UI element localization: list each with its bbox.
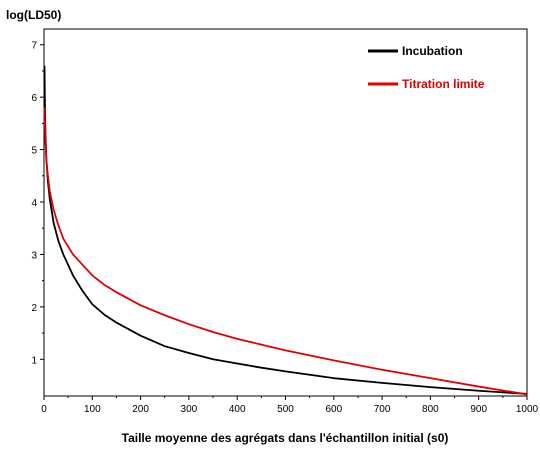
y-tick-label: 5 bbox=[31, 146, 37, 157]
x-tick-label: 800 bbox=[422, 404, 439, 415]
y-tick-label: 6 bbox=[31, 93, 37, 104]
y-tick-label: 1 bbox=[31, 355, 37, 366]
series-line-1 bbox=[43, 107, 528, 396]
x-tick-label: 300 bbox=[181, 404, 198, 415]
y-tick-label: 3 bbox=[31, 250, 37, 261]
legend-label-0: Incubation bbox=[402, 44, 463, 58]
x-tick-label: 700 bbox=[374, 404, 391, 415]
x-tick-label: 400 bbox=[229, 404, 246, 415]
series-line-0 bbox=[43, 65, 528, 395]
x-tick-label: 500 bbox=[277, 404, 294, 415]
x-axis-label: Taille moyenne des agrégats dans l'échan… bbox=[122, 431, 449, 445]
legend: Incubation Titration limite bbox=[368, 44, 485, 91]
x-tick-label: 600 bbox=[325, 404, 342, 415]
y-tick-label: 2 bbox=[31, 303, 37, 314]
y-tick-label: 4 bbox=[31, 198, 37, 209]
x-tick-label: 0 bbox=[41, 404, 47, 415]
legend-label-1: Titration limite bbox=[402, 77, 485, 91]
x-tick-label: 200 bbox=[132, 404, 149, 415]
series-layer bbox=[43, 65, 528, 396]
x-tick-label: 1000 bbox=[516, 404, 539, 415]
y-tick-label: 7 bbox=[31, 41, 37, 52]
x-tick-label: 900 bbox=[470, 404, 487, 415]
x-tick-label: 100 bbox=[84, 404, 101, 415]
y-axis-label: log(LD50) bbox=[6, 8, 61, 22]
axes: 0 100 200 300 400 500 600 700 800 900 1000 1 2 3 4 5 6 7 bbox=[31, 28, 539, 415]
